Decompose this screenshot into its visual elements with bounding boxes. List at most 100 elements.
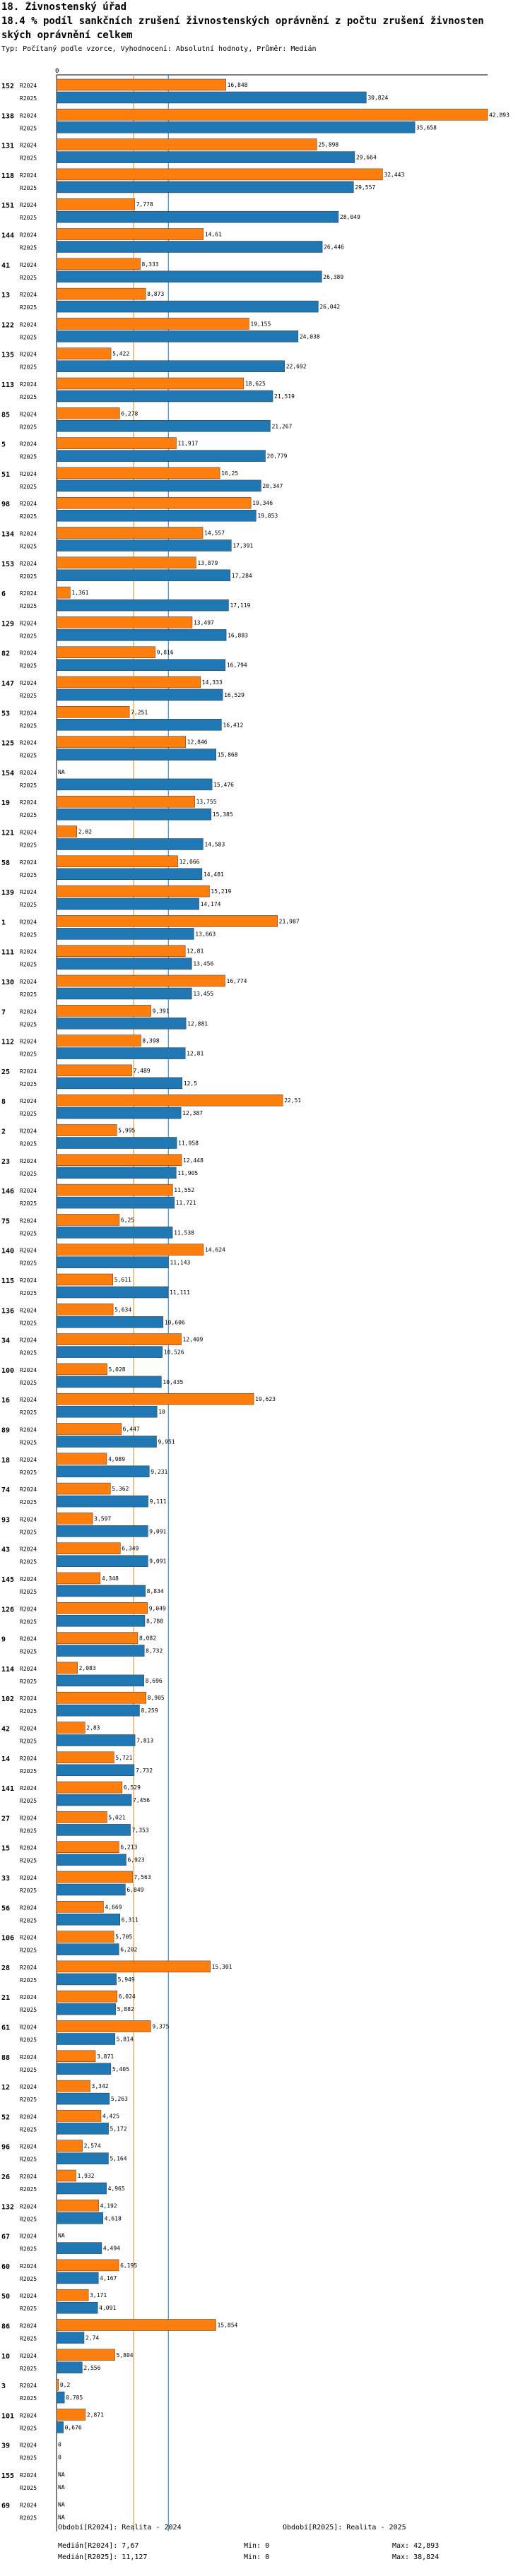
- series-label-r2025: R2025: [20, 2395, 37, 2402]
- data-label-r2024: 14,624: [205, 1247, 225, 1253]
- row-id-label: 145: [1, 1576, 14, 1584]
- row-id-label: 2: [1, 1128, 6, 1136]
- bar-r2024: [56, 1034, 141, 1046]
- row-id-label: 82: [1, 650, 10, 658]
- row-id-label: 106: [1, 1935, 14, 1943]
- row-id-label: 39: [1, 2443, 10, 2450]
- bar-r2024: [56, 1931, 114, 1943]
- chart-title-line2: ských oprávnění celkem: [1, 30, 133, 41]
- row-id-label: 132: [1, 2203, 14, 2211]
- series-label-r2025: R2025: [20, 2007, 37, 2013]
- data-label-r2024: 3,871: [97, 2053, 114, 2060]
- series-label-r2025: R2025: [20, 1649, 37, 1655]
- data-label-r2025: 5,882: [117, 2006, 134, 2012]
- series-label-r2025: R2025: [20, 1111, 37, 1117]
- bar-r2025: [56, 1167, 177, 1179]
- series-label-r2025: R2025: [20, 1678, 37, 1685]
- data-label-r2024: 3,597: [94, 1515, 111, 1522]
- chart-meta: Typ: Počítaný podle vzorce, Vyhodnocení:…: [1, 45, 317, 53]
- data-label-r2025: 0,785: [66, 2395, 83, 2401]
- data-label-r2024: 6,349: [122, 1546, 139, 1552]
- data-label-r2025: 11,905: [177, 1170, 198, 1176]
- series-label-r2025: R2025: [20, 603, 37, 609]
- data-label-r2024: 19,155: [250, 321, 271, 327]
- data-label-r2024: 5,422: [112, 351, 129, 357]
- bar-r2025: [56, 987, 192, 1000]
- bar-r2025: [56, 121, 416, 133]
- series-label-r2024: R2024: [20, 1098, 37, 1104]
- series-label-r2025: R2025: [20, 1858, 37, 1864]
- row-id-label: 75: [1, 1217, 10, 1225]
- series-label-r2024: R2024: [20, 112, 37, 119]
- bar-r2025: [56, 390, 273, 402]
- series-label-r2025: R2025: [20, 2126, 37, 2133]
- bar-r2024: [56, 1572, 101, 1585]
- data-label-r2025: 4,965: [108, 2186, 125, 2192]
- data-label-r2024: 9,391: [153, 1008, 170, 1014]
- bar-r2025: [56, 2182, 107, 2195]
- series-label-r2024: R2024: [20, 1307, 37, 1313]
- data-label-r2025: 24,038: [300, 333, 320, 340]
- series-label-r2024: R2024: [20, 799, 37, 806]
- series-label-r2024: R2024: [20, 292, 37, 298]
- data-label-r2025: 17,391: [232, 543, 253, 549]
- bar-r2025: [56, 151, 355, 163]
- data-label-r2024: 6,024: [119, 1993, 136, 2000]
- series-label-r2025: R2025: [20, 484, 37, 490]
- row-id-label: 10: [1, 2353, 10, 2361]
- data-label-r2024: 14,61: [205, 232, 222, 238]
- row-id-label: 146: [1, 1188, 14, 1195]
- bar-r2025: [56, 1674, 144, 1687]
- bar-r2025: [56, 2421, 64, 2433]
- row-id-label: 118: [1, 172, 14, 180]
- series-label-r2024: R2024: [20, 1546, 37, 1553]
- row-id-label: 3: [1, 2383, 6, 2390]
- series-label-r2025: R2025: [20, 2067, 37, 2073]
- bar-r2024: [56, 1214, 120, 1226]
- series-label-r2025: R2025: [20, 424, 37, 430]
- data-label-r2024: 2,83: [86, 1725, 100, 1731]
- data-label-r2025: 15,476: [213, 782, 234, 788]
- bar-r2025: [56, 1047, 186, 1059]
- data-label-r2025: 30,824: [367, 95, 388, 101]
- bar-r2024: [56, 2259, 119, 2272]
- series-label-r2025: R2025: [20, 2515, 37, 2521]
- chart-title-line1: 18.4 % podíl sankčních zrušení živnosten…: [1, 16, 484, 27]
- bar-r2024: [56, 1901, 104, 1913]
- series-label-r2024: R2024: [20, 1964, 37, 1971]
- series-label-r2025: R2025: [20, 125, 37, 131]
- data-label-r2025: 16,412: [223, 722, 243, 728]
- bar-r2025: [56, 241, 323, 253]
- bar-r2025: [56, 1615, 146, 1627]
- series-label-r2024: R2024: [20, 172, 37, 179]
- bar-r2025: [56, 599, 229, 612]
- bar-r2024: [56, 795, 195, 808]
- data-label-r2025: 2,556: [83, 2365, 100, 2371]
- data-label-r2024: 2,871: [87, 2411, 104, 2418]
- bar-r2024: [56, 586, 71, 599]
- series-label-r2025: R2025: [20, 663, 37, 669]
- series-label-r2025: R2025: [20, 2455, 37, 2462]
- row-id-label: 114: [1, 1666, 14, 1674]
- data-label-r2024: 16,848: [228, 82, 248, 88]
- series-label-r2024: R2024: [20, 710, 37, 716]
- data-label-r2025: 11,111: [170, 1289, 190, 1296]
- series-label-r2024: R2024: [20, 2234, 37, 2240]
- data-label-r2024: 4,669: [105, 1904, 122, 1910]
- series-label-r2024: R2024: [20, 1785, 37, 1791]
- series-label-r2025: R2025: [20, 155, 37, 162]
- bar-r2024: [56, 318, 249, 330]
- data-label-r2025: 9,091: [149, 1528, 166, 1534]
- bar-r2025: [56, 1286, 169, 1299]
- series-label-r2024: R2024: [20, 889, 37, 895]
- data-label-r2025: 8,834: [147, 1588, 164, 1594]
- data-label-r2025: 6,849: [126, 1887, 143, 1893]
- series-label-r2024: R2024: [20, 83, 37, 89]
- bar-r2024: [56, 1393, 254, 1405]
- row-id-label: 21: [1, 1994, 10, 2002]
- data-label-r2024: 32,443: [384, 172, 404, 178]
- data-label-r2025: 8,788: [146, 1618, 163, 1624]
- legend-r2025: Období[R2025]: Realita - 2025: [283, 2524, 406, 2532]
- row-id-label: 101: [1, 2412, 14, 2420]
- bar-r2025: [56, 1227, 173, 1239]
